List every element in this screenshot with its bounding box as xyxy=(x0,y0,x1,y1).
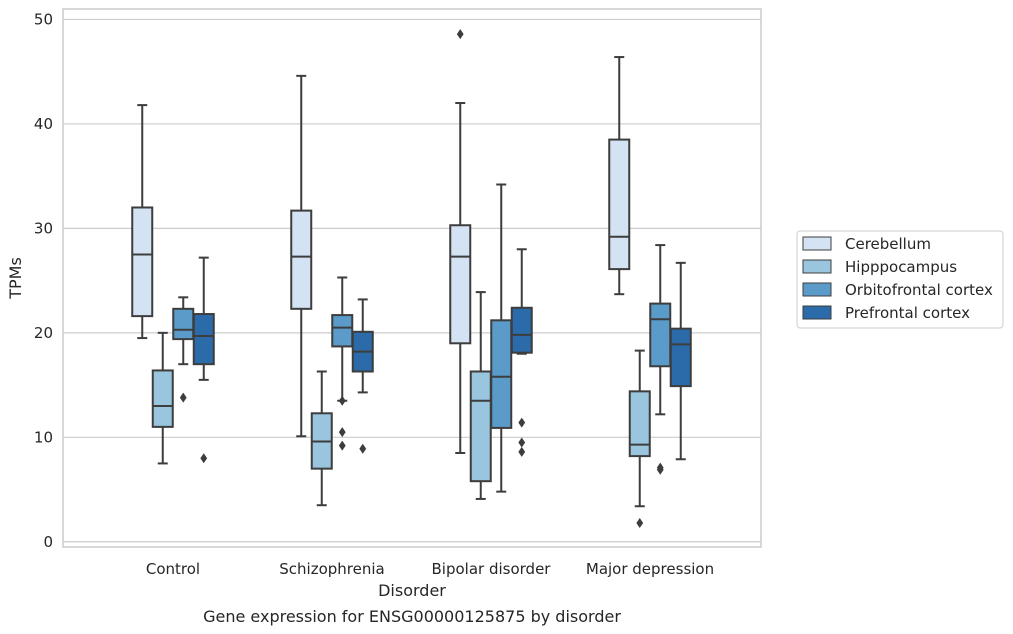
legend-frame xyxy=(796,230,1004,329)
outlier-point xyxy=(656,464,664,475)
box-orbitofrontal-cortex-0 xyxy=(172,296,195,403)
x-tick-label-2: Bipolar disorder xyxy=(432,560,552,578)
box-body xyxy=(192,313,215,366)
legend-label-0: Cerebellum xyxy=(845,235,931,253)
chart-title: Gene expression for ENSG00000125875 by d… xyxy=(203,607,621,626)
legend-swatch-1 xyxy=(802,259,832,274)
box-body xyxy=(628,390,651,458)
box-body xyxy=(490,319,513,429)
box-body xyxy=(331,314,354,348)
box-body xyxy=(608,138,631,271)
y-tick-label-40: 40 xyxy=(34,115,53,133)
outlier-point xyxy=(456,29,464,40)
outlier-point xyxy=(518,446,526,457)
box-series xyxy=(131,29,692,528)
box-body xyxy=(469,370,492,483)
box-cerebellum-1 xyxy=(290,74,313,438)
y-tick-label-0: 0 xyxy=(43,533,53,551)
box-body xyxy=(669,327,692,388)
y-tick-label-20: 20 xyxy=(34,324,53,342)
box-cerebellum-2 xyxy=(449,29,472,454)
box-orbitofrontal-cortex-2 xyxy=(490,183,513,493)
outlier-point xyxy=(200,453,208,464)
box-body xyxy=(290,209,313,310)
box-hipppocampus-3 xyxy=(628,349,651,528)
outlier-point xyxy=(338,440,346,451)
x-tick-label-3: Major depression xyxy=(586,560,714,578)
y-tick-label-50: 50 xyxy=(34,10,53,28)
box-body xyxy=(151,369,174,428)
box-body xyxy=(449,224,472,345)
legend-swatch-0 xyxy=(802,236,832,251)
outlier-point xyxy=(518,437,526,448)
legend-swatch-2 xyxy=(802,282,832,297)
outlier-point xyxy=(518,417,526,428)
box-prefrontal-cortex-3 xyxy=(669,261,692,461)
legend: Cerebellum Hipppocampus Orbitofrontal cort… xyxy=(796,230,1004,329)
box-body xyxy=(131,206,154,318)
x-axis-label: Disorder xyxy=(378,581,446,600)
box-hipppocampus-0 xyxy=(151,331,174,465)
box-cerebellum-3 xyxy=(608,56,631,296)
x-tick-label-0: Control xyxy=(146,560,200,578)
box-body xyxy=(649,302,672,368)
box-orbitofrontal-cortex-3 xyxy=(649,244,672,475)
box-hipppocampus-1 xyxy=(310,370,333,507)
x-axis-ticks: Control Schizophrenia Bipolar disorder Majo… xyxy=(146,560,714,578)
box-body xyxy=(172,307,195,341)
box-orbitofrontal-cortex-1 xyxy=(331,276,354,451)
y-tick-label-30: 30 xyxy=(34,219,53,237)
y-axis-ticks: 0 10 20 30 40 50 xyxy=(34,10,53,550)
box-prefrontal-cortex-0 xyxy=(192,256,215,464)
legend-label-1: Hipppocampus xyxy=(845,258,957,276)
outlier-point xyxy=(359,443,367,454)
legend-label-2: Orbitofrontal cortex xyxy=(845,281,993,299)
x-tick-label-1: Schizophrenia xyxy=(279,560,384,578)
legend-swatch-3 xyxy=(802,305,832,320)
outlier-point xyxy=(636,517,644,528)
y-tick-label-10: 10 xyxy=(34,428,53,446)
outlier-point xyxy=(338,395,346,406)
legend-label-3: Prefrontal cortex xyxy=(845,304,970,322)
box-body xyxy=(510,306,533,354)
box-prefrontal-cortex-1 xyxy=(351,298,374,454)
outlier-point xyxy=(338,427,346,438)
outlier-point xyxy=(179,392,187,403)
box-prefrontal-cortex-2 xyxy=(510,248,533,457)
box-cerebellum-0 xyxy=(131,104,154,340)
plot-area xyxy=(62,8,762,548)
y-axis-label: TPMs xyxy=(6,257,25,300)
